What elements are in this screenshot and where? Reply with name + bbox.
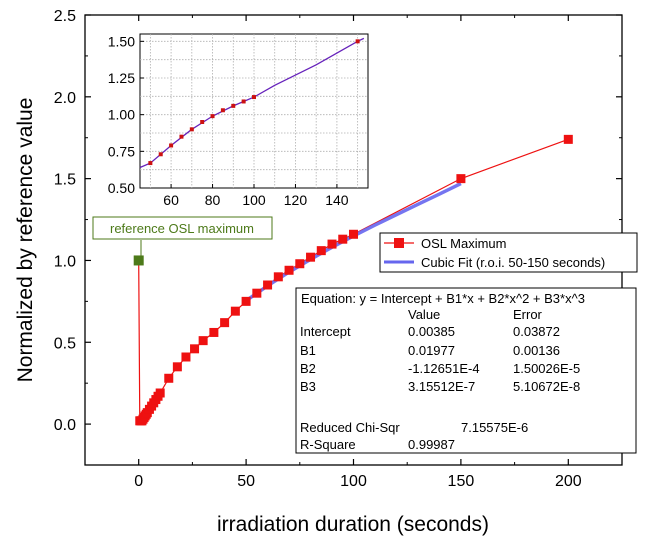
x-tick-label: 200 xyxy=(555,473,582,490)
fit-table-box xyxy=(295,287,637,454)
inset-y-tick-label: 1.50 xyxy=(108,33,135,49)
osl-point xyxy=(252,288,262,298)
annotation-label: reference OSL maximum xyxy=(110,221,254,236)
legend-label-fit: Cubic Fit (r.o.i. 50-150 seconds) xyxy=(421,255,605,270)
osl-point xyxy=(327,239,337,249)
osl-point xyxy=(284,265,294,275)
x-tick-label: 50 xyxy=(237,473,255,490)
x-tick-label: 100 xyxy=(340,473,367,490)
reference-annotation: reference OSL maximum xyxy=(92,216,273,262)
fit-r2-value: 0.99987 xyxy=(408,437,455,452)
inset-frame xyxy=(139,33,369,189)
inset-point xyxy=(169,143,174,148)
fit-row-intercept-error: 0.03872 xyxy=(513,324,560,339)
y-tick-label: 2.0 xyxy=(54,90,76,107)
inset-x-tick-label: 140 xyxy=(325,192,349,208)
main-axes: 0 50 100 150 200 0.0 0.5 1.0 1.5 2.0 2.5 xyxy=(54,8,623,490)
inset-x-tick-label: 80 xyxy=(205,192,221,208)
fit-table: Equation: y = Intercept + B1*x + B2*x^2 … xyxy=(295,287,637,454)
fit-row-b2-error: 1.50026E-5 xyxy=(513,361,580,376)
x-tick-label: 0 xyxy=(134,473,143,490)
inset-point xyxy=(355,39,360,44)
fit-row-b1-value: 0.01977 xyxy=(408,343,455,358)
inset-point xyxy=(200,120,205,124)
inset-point xyxy=(210,114,215,119)
osl-point xyxy=(273,272,283,282)
fit-row-b1-error: 0.00136 xyxy=(513,343,560,358)
fit-chi-value: 7.15575E-6 xyxy=(461,420,528,435)
fit-header-error: Error xyxy=(513,307,543,322)
osl-point xyxy=(198,336,208,346)
osl-point xyxy=(456,174,466,184)
legend-box xyxy=(379,232,638,273)
y-tick-label: 2.5 xyxy=(54,8,76,25)
osl-point xyxy=(155,388,165,398)
legend: OSL Maximum Cubic Fit (r.o.i. 50-150 sec… xyxy=(379,232,638,273)
fit-row-b3-error: 5.10672E-8 xyxy=(513,379,580,394)
y-axis-label: Normalized by reference value xyxy=(14,98,37,383)
osl-point xyxy=(306,252,316,262)
x-axis-label: irradiation duration (seconds) xyxy=(217,513,489,536)
fit-row-b2-value: -1.12651E-4 xyxy=(408,361,480,376)
y-tick-label: 0.0 xyxy=(54,417,76,434)
inset-point xyxy=(158,152,163,157)
fit-row-b3-value: 3.15512E-7 xyxy=(408,379,475,394)
inset-point xyxy=(252,95,256,100)
osl-point xyxy=(164,373,174,383)
inset-x-tick-label: 100 xyxy=(242,192,266,208)
y-tick-label: 1.0 xyxy=(54,253,76,270)
osl-point xyxy=(349,229,358,239)
inset-axes: 60 80 100 120 140 0.50 0.75 1.00 1.25 1.50 xyxy=(108,33,349,208)
inset-point xyxy=(148,161,153,166)
annotation-box xyxy=(92,216,273,240)
fit-equation: Equation: y = Intercept + B1*x + B2*x^2 … xyxy=(301,291,585,306)
inset-x-tick-label: 60 xyxy=(163,192,179,208)
inset-point xyxy=(231,103,236,108)
osl-point xyxy=(172,362,182,372)
legend-swatch-osl-marker xyxy=(394,238,404,248)
fit-header-value: Value xyxy=(408,307,440,322)
osl-point xyxy=(241,296,251,306)
osl-point xyxy=(316,246,326,256)
inset-y-tick-label: 1.25 xyxy=(108,70,135,86)
inset-y-tick-label: 0.75 xyxy=(108,143,135,159)
inset-series xyxy=(139,37,365,169)
osl-point xyxy=(220,318,230,328)
inset-y-tick-label: 1.00 xyxy=(108,107,135,123)
main-series xyxy=(133,134,573,426)
inset-x-tick-label: 120 xyxy=(284,192,308,208)
fit-row-b1-name: B1 xyxy=(300,343,316,358)
y-tick-label: 0.5 xyxy=(54,335,76,352)
inset-plot: 60 80 100 120 140 0.50 0.75 1.00 1.25 1.50 xyxy=(108,33,369,208)
fit-row-b3-name: B3 xyxy=(300,379,316,394)
fit-chi-label: Reduced Chi-Sqr xyxy=(300,420,400,435)
reference-point xyxy=(133,255,144,266)
osl-point xyxy=(263,280,273,290)
osl-point xyxy=(563,134,573,144)
legend-label-osl: OSL Maximum xyxy=(421,236,506,251)
inset-point xyxy=(179,134,184,139)
inset-point xyxy=(220,108,225,113)
fit-r2-label: R-Square xyxy=(300,437,356,452)
osl-point xyxy=(181,352,191,362)
inset-y-tick-label: 0.50 xyxy=(108,180,135,196)
osl-point xyxy=(230,306,240,316)
y-tick-label: 1.5 xyxy=(54,172,76,189)
osl-point xyxy=(209,327,219,337)
fit-row-intercept-value: 0.00385 xyxy=(408,324,455,339)
osl-point xyxy=(190,344,200,354)
inset-point xyxy=(189,127,194,132)
inset-point xyxy=(241,99,246,104)
x-tick-label: 150 xyxy=(448,473,475,490)
fit-row-b2-name: B2 xyxy=(300,361,316,376)
osl-point xyxy=(295,259,305,269)
osl-point xyxy=(338,234,348,244)
fit-row-intercept-name: Intercept xyxy=(300,324,351,339)
